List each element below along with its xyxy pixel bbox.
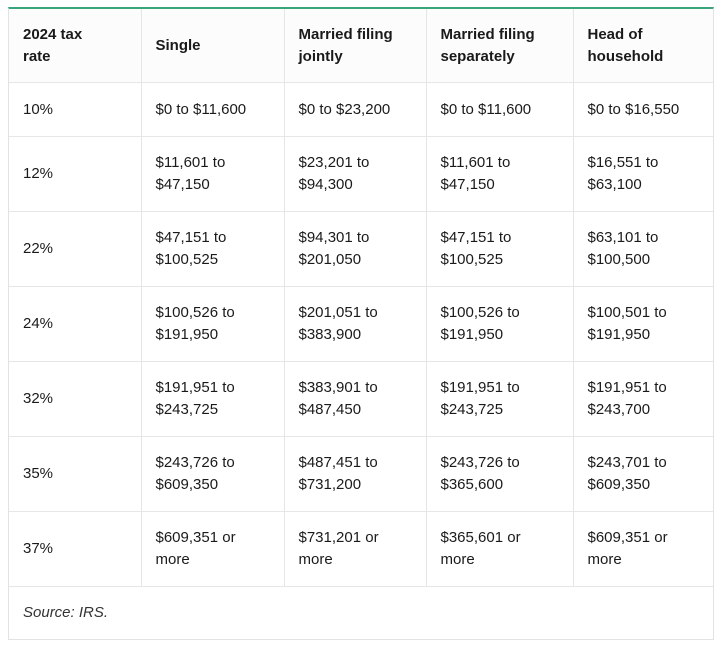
bracket-cell: $201,051 to $383,900 [284,286,427,362]
bracket-cell: $47,151 to $100,525 [426,211,574,287]
bracket-cell: $191,951 to $243,725 [141,361,285,437]
bracket-cell: $23,201 to $94,300 [284,136,427,212]
column-header: Married filing separately [426,9,574,83]
bracket-cell: $243,701 to $609,350 [573,436,713,512]
column-header: 2024 tax rate [9,9,142,83]
bracket-cell: $11,601 to $47,150 [426,136,574,212]
bracket-cell: $487,451 to $731,200 [284,436,427,512]
tax-rate-cell: 12% [9,136,142,212]
table-row: 37% $609,351 or more $731,201 or more $365,… [9,511,713,587]
bracket-cell: $609,351 or more [573,511,713,587]
tax-table-card: 2024 tax rate Single Married filing jointl… [8,7,714,640]
bracket-cell: $0 to $11,600 [426,82,574,137]
bracket-cell: $100,526 to $191,950 [141,286,285,362]
bracket-cell: $243,726 to $365,600 [426,436,574,512]
bracket-cell: $383,901 to $487,450 [284,361,427,437]
bracket-cell: $243,726 to $609,350 [141,436,285,512]
table-row: 24% $100,526 to $191,950 $201,051 to $383,… [9,286,713,362]
bracket-cell: $63,101 to $100,500 [573,211,713,287]
tax-rate-cell: 10% [9,82,142,137]
bracket-cell: $731,201 or more [284,511,427,587]
bracket-cell: $0 to $23,200 [284,82,427,137]
column-header: Married filing jointly [284,9,427,83]
bracket-cell: $100,526 to $191,950 [426,286,574,362]
tax-table: 2024 tax rate Single Married filing jointl… [9,9,713,587]
table-row: 22% $47,151 to $100,525 $94,301 to $201,05… [9,211,713,287]
bracket-cell: $11,601 to $47,150 [141,136,285,212]
bracket-cell: $191,951 to $243,725 [426,361,574,437]
tax-rate-cell: 22% [9,211,142,287]
table-row: 35% $243,726 to $609,350 $487,451 to $731,… [9,436,713,512]
bracket-cell: $100,501 to $191,950 [573,286,713,362]
header-row: 2024 tax rate Single Married filing jointl… [9,9,713,83]
bracket-cell: $0 to $16,550 [573,82,713,137]
bracket-cell: $365,601 or more [426,511,574,587]
tax-rate-cell: 35% [9,436,142,512]
bracket-cell: $16,551 to $63,100 [573,136,713,212]
table-row: 10% $0 to $11,600 $0 to $23,200 $0 to $11,6… [9,82,713,137]
tax-rate-cell: 32% [9,361,142,437]
column-header: Head of household [573,9,713,83]
table-row: 12% $11,601 to $47,150 $23,201 to $94,300 $… [9,136,713,212]
source-note: Source: IRS. [23,604,109,621]
tax-rate-cell: 24% [9,286,142,362]
bracket-cell: $0 to $11,600 [141,82,285,137]
bracket-cell: $94,301 to $201,050 [284,211,427,287]
bracket-cell: $609,351 or more [141,511,285,587]
bracket-cell: $191,951 to $243,700 [573,361,713,437]
column-header: Single [141,9,285,83]
bracket-cell: $47,151 to $100,525 [141,211,285,287]
table-row: 32% $191,951 to $243,725 $383,901 to $487,… [9,361,713,437]
tax-rate-cell: 37% [9,511,142,587]
